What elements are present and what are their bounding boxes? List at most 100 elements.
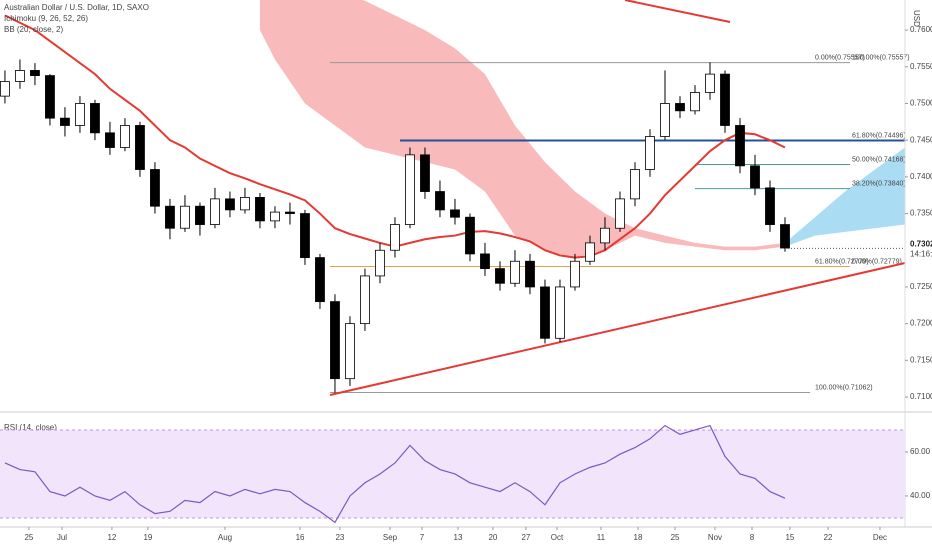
candle-body xyxy=(270,211,280,222)
candle-body xyxy=(390,224,400,251)
candle-body xyxy=(615,198,625,229)
indicator-label: BB (20, close, 2) xyxy=(4,25,63,34)
candle-body xyxy=(135,125,145,170)
candle-body xyxy=(660,103,670,137)
candle-body xyxy=(90,103,100,134)
fib-label: 38.20%(0.73840) xyxy=(852,180,906,187)
last-price-label: 0.73025 xyxy=(910,240,932,249)
x-tick-label: 22 xyxy=(824,533,833,542)
candle-body xyxy=(510,260,520,284)
candle-body xyxy=(15,70,25,82)
x-tick-label: 15 xyxy=(785,533,794,542)
candle-body xyxy=(600,227,610,244)
candle-body xyxy=(780,224,790,249)
candle-body xyxy=(300,213,310,258)
candle-body xyxy=(630,169,640,200)
indicator-label: Ichimoku (9, 26, 52, 26) xyxy=(4,14,88,23)
fib-label: 61.80%(0.74496) xyxy=(852,132,906,139)
candle-body xyxy=(750,165,760,189)
y-tick-label: 0.71000 xyxy=(910,392,932,401)
candle-body xyxy=(165,205,175,229)
candle-body xyxy=(105,132,115,148)
y-tick-label: 0.72000 xyxy=(910,319,932,328)
x-tick-label: 13 xyxy=(454,533,463,542)
candle-body xyxy=(420,154,430,192)
chart-title: Australian Dollar / U.S. Dollar, 1D, SAX… xyxy=(4,3,149,12)
x-tick-label: 25 xyxy=(24,533,33,542)
x-tick-label: Oct xyxy=(551,533,564,542)
x-tick-label: Aug xyxy=(218,533,232,542)
candle-body xyxy=(375,249,385,277)
currency-label: USD xyxy=(912,10,921,27)
candles xyxy=(0,14,790,393)
fib-label: 100.00%(0.71062) xyxy=(815,384,873,391)
x-tick-label: 8 xyxy=(750,533,755,542)
candle-body xyxy=(0,81,10,97)
fib-label: 50.00%(0.74168) xyxy=(852,156,906,163)
candle-body xyxy=(60,117,70,126)
fib-label: 0.00%(0.75557) xyxy=(815,54,865,61)
candle-body xyxy=(525,260,535,288)
y-tick-label: 0.75000 xyxy=(910,99,932,108)
candle-body xyxy=(180,205,190,229)
trend-line xyxy=(624,0,731,23)
candle-body xyxy=(120,125,130,148)
candle-body xyxy=(45,75,55,119)
candle-body xyxy=(465,216,475,255)
candle-body xyxy=(675,103,685,112)
candle-body xyxy=(705,73,715,93)
candle-body xyxy=(285,211,295,214)
y-tick-label: 0.74500 xyxy=(910,135,932,144)
y-tick-label: 0.73500 xyxy=(910,209,932,218)
candle-body xyxy=(210,198,220,225)
y-tick-label: 0.76000 xyxy=(910,25,932,34)
candle-body xyxy=(450,209,460,218)
candle-body xyxy=(690,92,700,112)
candle-body xyxy=(225,198,235,211)
x-tick-label: 7 xyxy=(420,533,425,542)
y-tick-label: 0.75500 xyxy=(910,62,932,71)
candle-body xyxy=(345,323,355,380)
levels: 0.00%(0.75557)100.00%(0.75557) 61.80%(0.7… xyxy=(330,54,910,393)
candle-body xyxy=(720,73,730,126)
fib-label: 61.80%(0.72779) xyxy=(815,258,869,265)
candle-body xyxy=(30,70,40,76)
cloud xyxy=(784,147,905,247)
x-tick-label: 25 xyxy=(671,533,680,542)
candle-body xyxy=(570,260,580,288)
candle-body xyxy=(315,257,325,303)
candle-body xyxy=(495,268,505,284)
candle-body xyxy=(435,191,445,211)
x-tick-label: 27 xyxy=(521,533,530,542)
x-tick-label: 19 xyxy=(143,533,152,542)
x-tick-label: 12 xyxy=(107,533,116,542)
candle-body xyxy=(540,286,550,339)
x-tick-label: Jul xyxy=(57,533,67,542)
x-tick-label: 18 xyxy=(634,533,643,542)
trend-line xyxy=(329,262,906,396)
x-tick-label: 23 xyxy=(335,533,344,542)
candle-body xyxy=(150,169,160,207)
candle-body xyxy=(255,197,265,222)
candle-body xyxy=(330,301,340,380)
countdown-label: 14:16:14 xyxy=(910,250,932,259)
rsi-tick-label: 40.00 xyxy=(910,491,931,500)
candle-body xyxy=(405,154,415,225)
candle-body xyxy=(75,103,85,126)
rsi-title: RSI (14, close) xyxy=(4,423,57,432)
x-tick-label: 16 xyxy=(296,533,305,542)
x-tick-label: 20 xyxy=(488,533,497,542)
cloud xyxy=(259,0,785,258)
x-tick-label: 11 xyxy=(597,533,606,542)
candle-body xyxy=(645,136,655,170)
x-tick-label: Sep xyxy=(383,533,398,542)
rsi-band xyxy=(0,429,905,518)
rsi-tick-label: 60.00 xyxy=(910,447,931,456)
candle-body xyxy=(765,187,775,225)
fib-label: 100.00%(0.75557) xyxy=(852,54,910,61)
rsi-line xyxy=(4,424,786,524)
clouds xyxy=(259,0,905,258)
x-tick-label: Dec xyxy=(873,533,887,542)
candle-body xyxy=(585,242,595,262)
